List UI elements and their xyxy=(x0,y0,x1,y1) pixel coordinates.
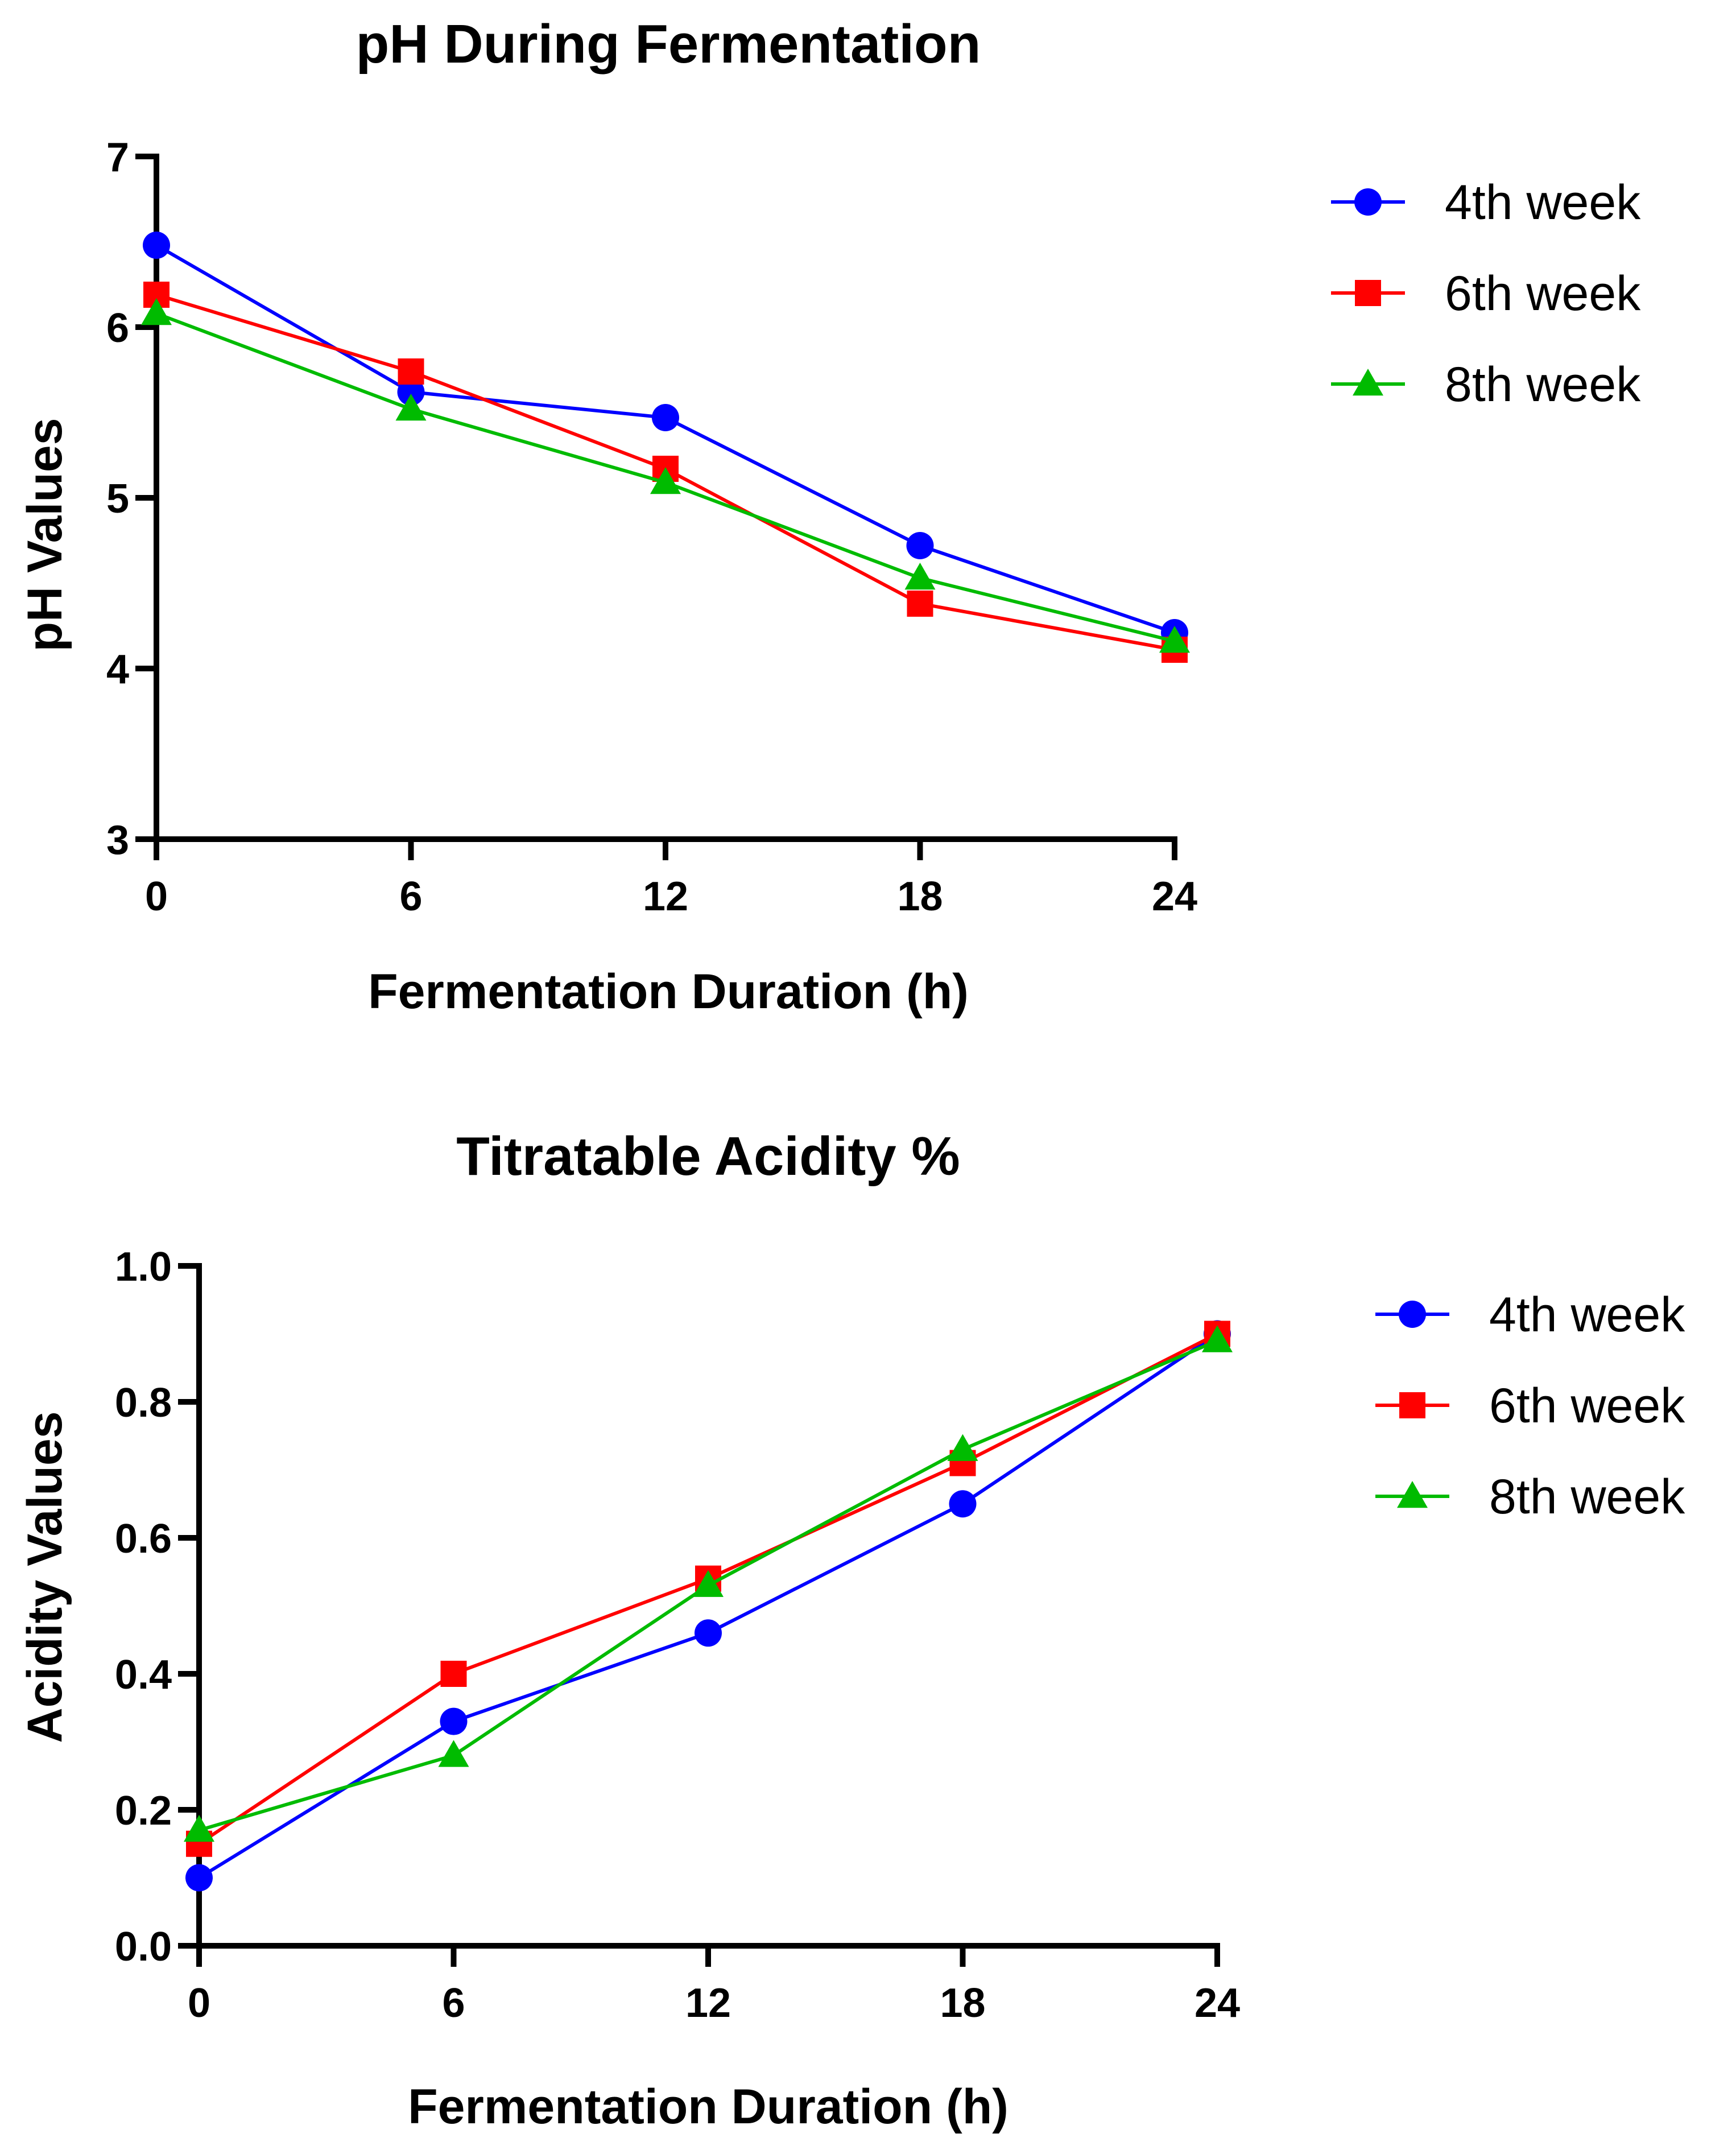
legend-label: 4th week xyxy=(1489,1288,1685,1342)
data-point-circle xyxy=(143,232,170,259)
y-tick-label: 0.6 xyxy=(115,1516,172,1562)
data-point-circle xyxy=(695,1619,722,1647)
data-point-circle xyxy=(440,1707,468,1735)
legend-label: 8th week xyxy=(1489,1470,1685,1524)
y-tick-label: 1.0 xyxy=(115,1244,172,1290)
data-point-circle xyxy=(906,532,934,559)
x-tick-label: 6 xyxy=(442,1980,465,2026)
x-tick-label: 12 xyxy=(643,874,688,919)
legend-marker-triangle xyxy=(1397,1481,1428,1508)
data-point-circle xyxy=(397,378,425,406)
data-point-triangle xyxy=(141,298,172,325)
chart-ph-legend: 4th week 6th week 8th week xyxy=(1331,175,1641,412)
legend-label: 4th week xyxy=(1445,175,1641,230)
series-line-4th-week xyxy=(198,1332,1218,1880)
x-tick-label: 0 xyxy=(145,874,168,919)
chart-ph: pH During Fermentation Fermentation Dura… xyxy=(18,14,1641,1019)
data-point-triangle xyxy=(904,563,936,590)
data-point-triangle xyxy=(1159,626,1190,653)
data-point-triangle xyxy=(693,1570,724,1597)
y-tick-label: 0.8 xyxy=(115,1380,172,1426)
chart-ph-title: pH During Fermentation xyxy=(356,14,981,75)
data-point-triangle xyxy=(395,394,427,421)
data-point-square xyxy=(398,358,424,385)
legend-label: 6th week xyxy=(1445,266,1641,321)
legend-marker-triangle xyxy=(1353,369,1383,396)
legend-label: 6th week xyxy=(1489,1379,1685,1433)
x-tick-label: 24 xyxy=(1152,874,1197,919)
y-tick-label: 4 xyxy=(106,647,129,692)
x-tick-label: 12 xyxy=(685,1980,731,2026)
y-tick-label: 6 xyxy=(106,306,129,351)
x-tick-label: 18 xyxy=(940,1980,985,2026)
data-point-circle xyxy=(652,404,679,431)
data-point-circle xyxy=(185,1864,213,1892)
y-tick-label: 5 xyxy=(106,476,129,522)
chart-acidity-plot: 0.0 0.2 0.4 0.6 0.8 1.0 0 6 12 18 24 xyxy=(115,1244,1240,2026)
chart-acidity-legend: 4th week 6th week 8th week xyxy=(1375,1288,1685,1524)
chart-ph-xlabel: Fermentation Duration (h) xyxy=(368,964,969,1019)
x-tick-label: 0 xyxy=(188,1980,210,2026)
data-point-triangle xyxy=(438,1740,469,1767)
x-tick-label: 18 xyxy=(897,874,943,919)
y-tick-label: 0.4 xyxy=(115,1652,172,1698)
y-tick-label: 7 xyxy=(106,135,129,180)
chart-ph-plot: 3 4 5 6 7 0 6 12 18 24 xyxy=(106,135,1197,919)
legend-label: 8th week xyxy=(1445,357,1641,412)
y-tick-label: 0.2 xyxy=(115,1788,172,1834)
chart-acidity-ylabel: Acidity Values xyxy=(18,1411,72,1743)
y-tick-label: 0.0 xyxy=(115,1924,172,1970)
chart-acidity-xlabel: Fermentation Duration (h) xyxy=(408,2079,1008,2134)
legend-marker-circle xyxy=(1354,188,1382,216)
legend-marker-circle xyxy=(1399,1301,1426,1328)
data-point-triangle xyxy=(184,1814,214,1842)
x-tick-label: 24 xyxy=(1194,1980,1240,2026)
legend-marker-square xyxy=(1399,1392,1425,1418)
data-point-square xyxy=(907,591,933,617)
y-tick-label: 3 xyxy=(106,818,129,863)
chart-acidity-title: Titratable Acidity % xyxy=(456,1126,960,1187)
data-point-triangle xyxy=(1202,1325,1233,1352)
chart-acidity: Titratable Acidity % Fermentation Durati… xyxy=(18,1126,1685,2134)
data-point-triangle xyxy=(650,467,681,494)
data-point-triangle xyxy=(947,1434,978,1461)
x-tick-label: 6 xyxy=(399,874,422,919)
legend-marker-square xyxy=(1355,280,1381,306)
data-point-circle xyxy=(949,1490,977,1518)
chart-ph-ylabel: pH Values xyxy=(18,418,72,651)
data-point-square xyxy=(440,1661,467,1687)
series-line-4th-week xyxy=(155,244,1175,634)
